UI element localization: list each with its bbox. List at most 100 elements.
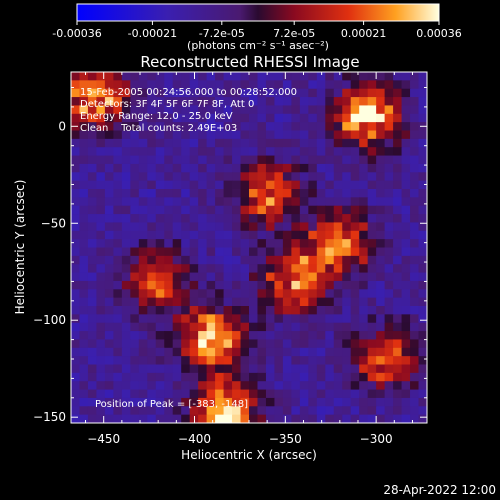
heatmap-cell xyxy=(172,172,182,182)
heatmap-cell xyxy=(155,214,165,224)
heatmap-cell xyxy=(282,105,292,115)
heatmap-cell xyxy=(249,72,259,81)
heatmap-cell xyxy=(308,372,318,382)
heatmap-cell xyxy=(359,214,369,224)
heatmap-cell xyxy=(333,306,343,315)
heatmap-cell xyxy=(104,289,114,299)
heatmap-cell xyxy=(198,406,208,416)
heatmap-cell xyxy=(113,314,123,324)
heatmap-cell xyxy=(249,289,259,299)
heatmap-cell xyxy=(291,130,301,140)
heatmap-cell xyxy=(121,172,131,182)
heatmap-cell xyxy=(401,339,411,349)
heatmap-cell xyxy=(249,147,259,157)
heatmap-cell xyxy=(257,138,267,148)
heatmap-cell xyxy=(71,356,81,366)
heatmap-cell xyxy=(257,297,267,307)
heatmap-cell xyxy=(155,122,165,132)
heatmap-cell xyxy=(215,230,225,240)
heatmap-cell xyxy=(350,197,360,207)
heatmap-cell xyxy=(232,197,242,207)
heatmap-cell xyxy=(206,189,216,198)
heatmap-cell xyxy=(299,347,309,357)
heatmap-cell xyxy=(257,364,267,374)
heatmap-cell xyxy=(189,214,199,224)
heatmap-cell xyxy=(350,247,360,257)
heatmap-cell xyxy=(130,239,140,249)
heatmap-cell xyxy=(350,406,360,416)
heatmap-cell xyxy=(299,364,309,374)
heatmap-cell xyxy=(299,314,309,324)
heatmap-cell xyxy=(87,247,98,257)
heatmap-cell xyxy=(164,314,174,324)
heatmap-cell xyxy=(147,414,157,423)
heatmap-cell xyxy=(138,113,148,123)
heatmap-cell xyxy=(79,147,89,157)
heatmap-cell xyxy=(316,297,326,307)
heatmap-cell xyxy=(325,280,335,290)
heatmap-cell xyxy=(198,230,208,240)
heatmap-cell xyxy=(350,230,360,240)
heatmap-cell xyxy=(316,88,326,98)
heatmap-cell xyxy=(198,122,208,132)
heatmap-cell xyxy=(291,155,301,165)
heatmap-cell xyxy=(308,155,318,165)
heatmap-cell xyxy=(232,138,242,148)
heatmap-cell xyxy=(113,414,123,423)
heatmap-cell xyxy=(172,197,182,207)
heatmap-cell xyxy=(282,347,292,357)
heatmap-cell xyxy=(232,205,242,215)
heatmap-cell xyxy=(79,297,89,307)
heatmap-cell xyxy=(240,88,250,98)
heatmap-cell xyxy=(384,97,394,107)
heatmap-cell xyxy=(325,122,335,132)
heatmap-cell xyxy=(249,113,259,123)
heatmap-cell xyxy=(172,138,182,148)
heatmap-cell xyxy=(410,172,420,182)
heatmap-cell xyxy=(342,297,352,307)
heatmap-cell xyxy=(181,180,191,190)
heatmap-cell xyxy=(215,163,225,173)
heatmap-cell xyxy=(189,205,199,215)
heatmap-cell xyxy=(172,406,182,416)
heatmap-cell xyxy=(401,406,411,416)
heatmap-cell xyxy=(138,97,148,107)
heatmap-cell xyxy=(104,189,114,198)
heatmap-cell xyxy=(155,280,165,290)
heatmap-cell xyxy=(104,255,114,265)
heatmap-cell xyxy=(308,230,318,240)
heatmap-cell xyxy=(79,372,89,382)
heatmap-cell xyxy=(198,222,208,232)
heatmap-cell xyxy=(113,247,123,257)
heatmap-cell xyxy=(240,272,250,282)
heatmap-cell xyxy=(87,113,98,123)
heatmap-cell xyxy=(164,356,174,366)
heatmap-cell xyxy=(71,381,81,391)
heatmap-cell xyxy=(265,264,276,274)
heatmap-cell xyxy=(249,389,259,399)
heatmap-cell xyxy=(240,222,250,232)
heatmap-cell xyxy=(138,180,148,190)
heatmap-cell xyxy=(308,239,318,249)
heatmap-cell xyxy=(249,397,259,407)
heatmap-cell xyxy=(350,163,360,173)
heatmap-cell xyxy=(418,372,427,382)
heatmap-cell xyxy=(418,172,427,182)
heatmap-cell xyxy=(308,113,318,123)
heatmap-cell xyxy=(418,264,427,274)
heatmap-cell xyxy=(87,97,98,107)
heatmap-cell xyxy=(198,180,208,190)
y-axis: 0−50−100−150 xyxy=(33,87,427,424)
heatmap-cell xyxy=(130,389,140,399)
heatmap-cell xyxy=(333,197,343,207)
heatmap-cell xyxy=(71,130,81,140)
heatmap-cell xyxy=(198,105,208,115)
heatmap-cell xyxy=(172,255,182,265)
heatmap-cell xyxy=(316,406,326,416)
heatmap-cell xyxy=(138,289,148,299)
heatmap-cell xyxy=(350,88,360,98)
heatmap-cell xyxy=(130,372,140,382)
heatmap-cell xyxy=(87,205,98,215)
heatmap-cell xyxy=(282,372,292,382)
heatmap-cell xyxy=(265,80,276,90)
